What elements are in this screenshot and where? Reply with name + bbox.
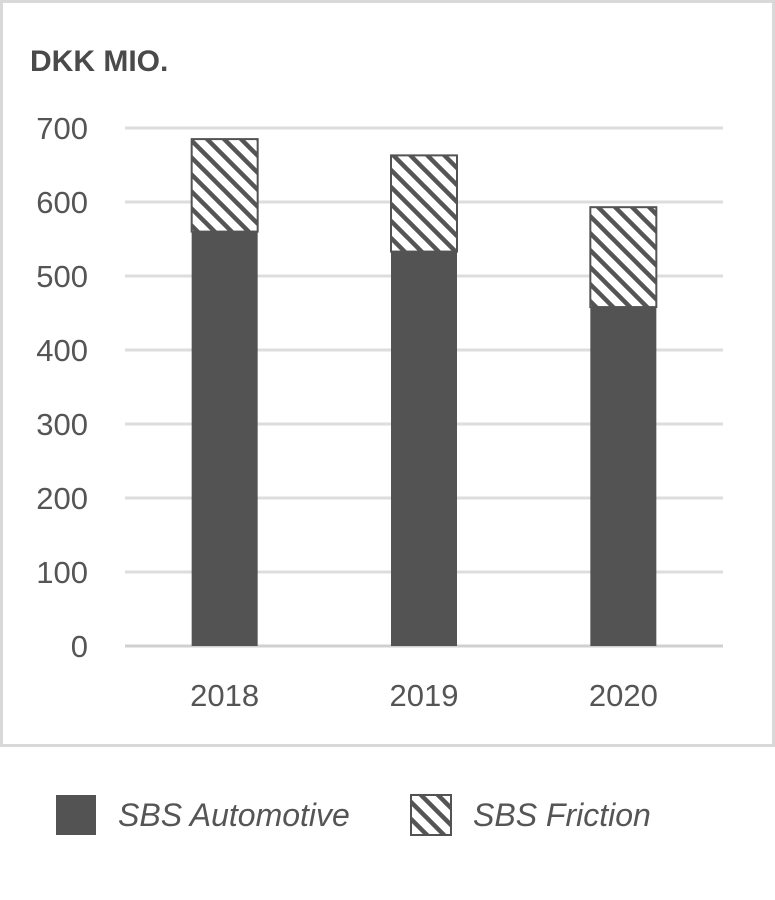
- y-tick-label: 500: [36, 259, 88, 294]
- x-tick-label: 2019: [390, 678, 459, 713]
- legend-label: SBS Automotive: [118, 797, 350, 833]
- bars: [190, 138, 658, 646]
- x-tick-label: 2020: [589, 678, 658, 713]
- y-axis-ticks: 0 100 200 300 400 500 600 700: [36, 111, 88, 664]
- chart-frame: [0, 0, 775, 747]
- y-tick-label: 0: [71, 629, 88, 664]
- x-tick-label: 2018: [190, 678, 259, 713]
- unit-label: DKK MIO.: [30, 45, 168, 78]
- legend-swatch-automotive: [56, 795, 96, 835]
- bar-automotive-2019: [391, 251, 457, 646]
- bar-automotive-2020: [590, 307, 657, 646]
- y-tick-label: 600: [36, 185, 88, 220]
- legend: SBS Automotive SBS Friction: [56, 794, 651, 836]
- bar-automotive-2018: [191, 231, 258, 646]
- legend-swatch-friction: [410, 794, 452, 836]
- y-tick-label: 300: [36, 407, 88, 442]
- bar-friction-2019: [390, 154, 458, 253]
- x-axis-ticks: 2018 2019 2020: [190, 678, 658, 713]
- bar-friction-2018: [190, 138, 259, 233]
- y-tick-label: 700: [36, 111, 88, 146]
- bar-friction-2020: [589, 206, 658, 309]
- legend-label: SBS Friction: [473, 797, 651, 833]
- y-tick-label: 200: [36, 481, 88, 516]
- y-tick-label: 400: [36, 333, 88, 368]
- y-tick-label: 100: [36, 555, 88, 590]
